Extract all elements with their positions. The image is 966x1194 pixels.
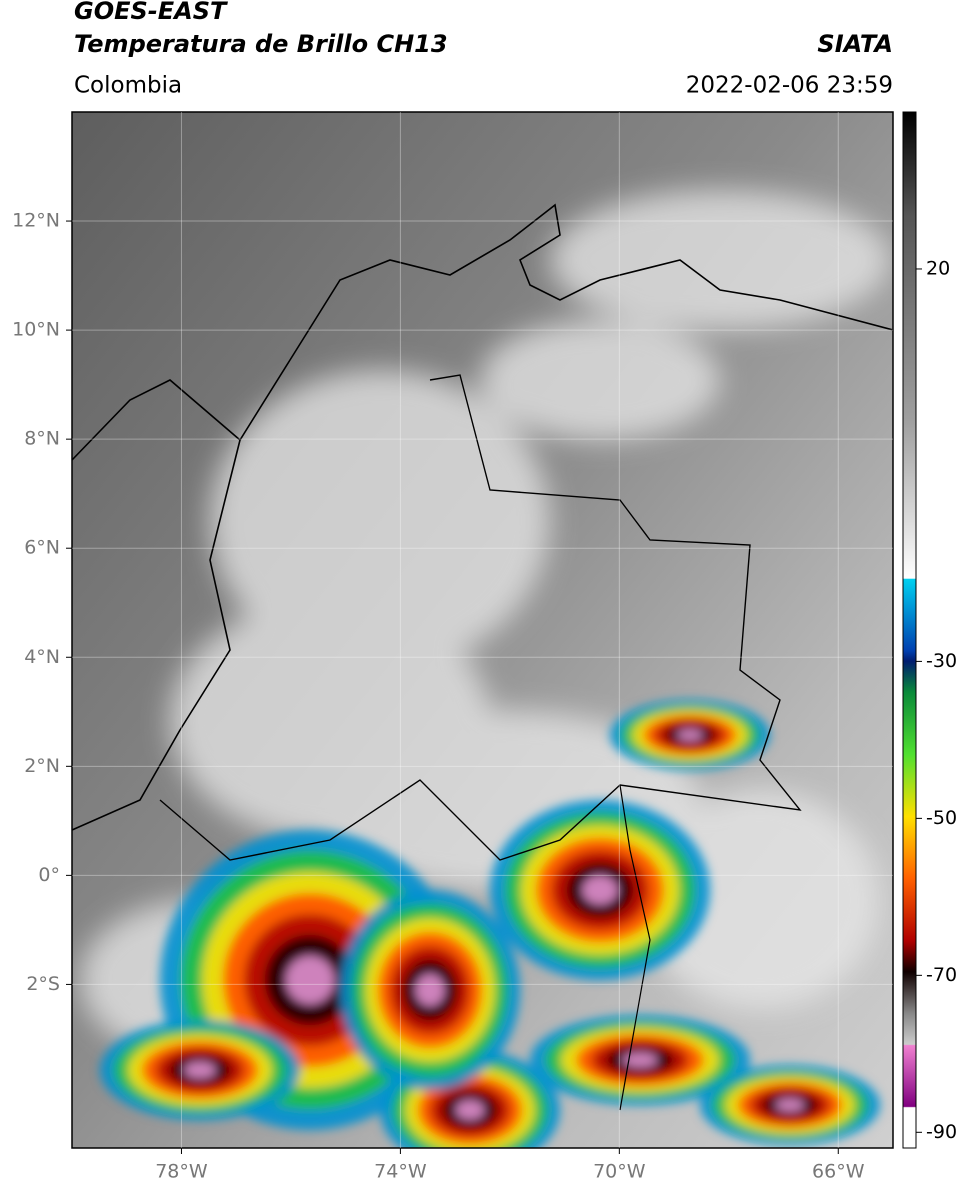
satellite-image: [72, 112, 893, 1148]
colorbar-tick-label: -30: [926, 650, 957, 672]
lon-tick-label: 74°W: [374, 1161, 427, 1183]
map-frame: [71, 111, 894, 1149]
storm-cell: [286, 956, 334, 1004]
colorbar-tick-label: -50: [926, 807, 957, 829]
storm-cell: [415, 974, 445, 1006]
lat-tick-label: 10°N: [12, 319, 60, 341]
lat-tick-label: 8°N: [24, 428, 60, 450]
storm-cell: [677, 729, 703, 741]
storm-cell: [184, 1062, 216, 1078]
colorbar-tick-label: -70: [926, 964, 957, 986]
storm-cell: [455, 1100, 485, 1120]
lon-tick-label: 78°W: [155, 1161, 208, 1183]
lat-tick-label: 6°N: [24, 537, 60, 559]
coastline: [72, 439, 241, 831]
colorbar: [902, 111, 917, 1149]
lat-tick-label: 12°N: [12, 210, 60, 232]
border: [159, 374, 802, 861]
title: GOES-EAST: [74, 0, 228, 25]
colorbar-tick-label: -90: [926, 1121, 957, 1143]
storm-cell: [582, 875, 618, 905]
colorbar-tick-label: 20: [926, 257, 950, 279]
lon-tick-label: 70°W: [593, 1161, 646, 1183]
lat-tick-label: 0°: [38, 864, 60, 886]
lon-tick-label: 66°W: [812, 1161, 865, 1183]
storms: [100, 700, 880, 1148]
border: [619, 784, 651, 1111]
storm-cell: [622, 1052, 658, 1068]
lat-tick-label: 2°N: [24, 755, 60, 777]
subtitle: Temperatura de Brillo CH13: [74, 30, 448, 58]
source: SIATA: [817, 30, 893, 58]
lat-tick-label: 4°N: [24, 646, 60, 668]
lat-tick-label: 2°S: [26, 973, 60, 995]
storm-cell: [775, 1098, 805, 1112]
region: Colombia: [74, 73, 182, 99]
datetime: 2022-02-06 23:59: [686, 73, 893, 99]
